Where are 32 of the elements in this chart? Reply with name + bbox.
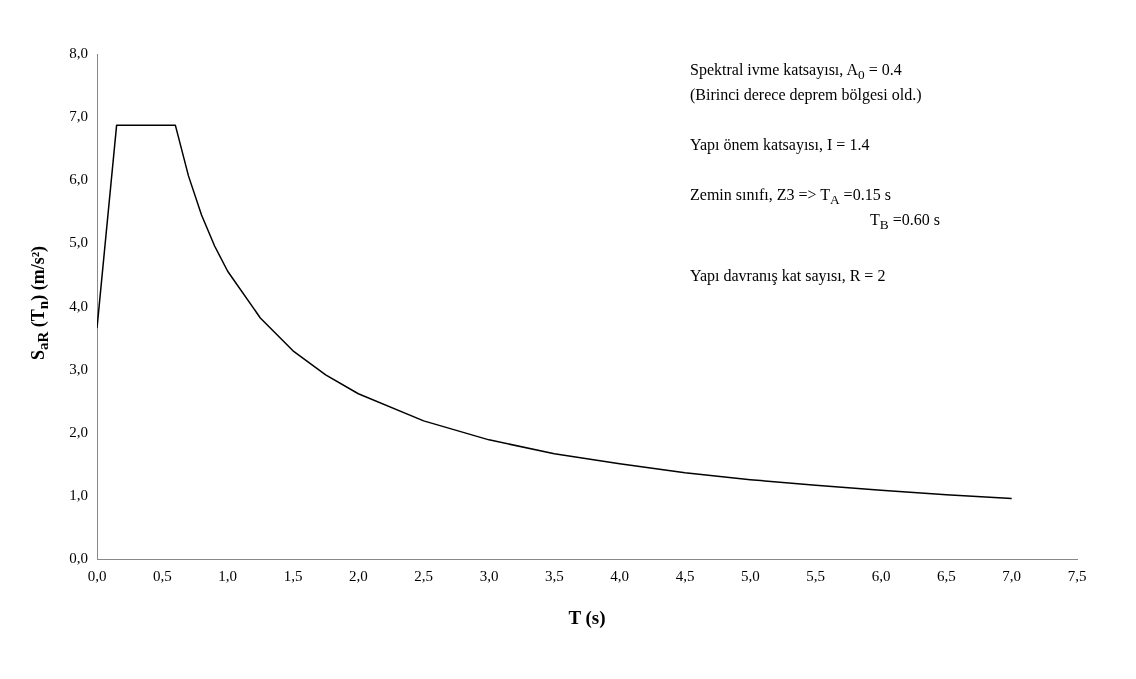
y-tick-label: 6,0	[69, 171, 88, 188]
annotation: Yapı önem katsayısı, I = 1.4	[690, 135, 871, 156]
y-tick-label: 1,0	[69, 486, 88, 503]
y-tick-label: 4,0	[69, 297, 88, 314]
x-tick-label: 3,0	[479, 568, 499, 585]
annotation: Spektral ivme katsayısı, A$_{0}$ = 0.4	[690, 60, 903, 85]
annotation: T$_{B}$ =0.60 s	[869, 210, 940, 235]
x-tick-label: 7,5	[1067, 568, 1087, 585]
y-tick-label: 0,0	[69, 550, 88, 567]
x-tick-label: 0,5	[152, 568, 172, 585]
y-tick-label: 5,0	[69, 234, 88, 251]
x-tick-label: 4,0	[610, 568, 630, 585]
annotation: Yapı davranış kat sayısı, R = 2	[690, 265, 887, 286]
x-tick-label: 4,5	[675, 568, 695, 585]
y-tick-label: 3,0	[69, 360, 88, 377]
x-tick-label: 3,5	[544, 568, 564, 585]
x-tick-label: 7,0	[1002, 568, 1022, 585]
x-tick-label: 5,5	[806, 568, 826, 585]
x-axis-title: T (s)	[568, 606, 606, 629]
x-tick-label: 1,0	[218, 568, 238, 585]
x-tick-label: 0,0	[87, 568, 107, 585]
annotation: Zemin sınıfı, Z3 => T$_{A}$ =0.15 s	[690, 185, 892, 210]
y-tick-label: 2,0	[69, 423, 88, 440]
y-tick-label: 7,0	[69, 108, 88, 125]
x-tick-label: 5,0	[740, 568, 760, 585]
x-tick-label: 2,5	[414, 568, 434, 585]
y-tick-label: 8,0	[69, 44, 88, 61]
x-tick-label: 6,5	[936, 568, 956, 585]
x-tick-label: 6,0	[871, 568, 891, 585]
x-tick-label: 2,0	[348, 568, 368, 585]
x-tick-label: 1,5	[283, 568, 303, 585]
annotation: (Birinci derece deprem bölgesi old.)	[690, 85, 923, 106]
